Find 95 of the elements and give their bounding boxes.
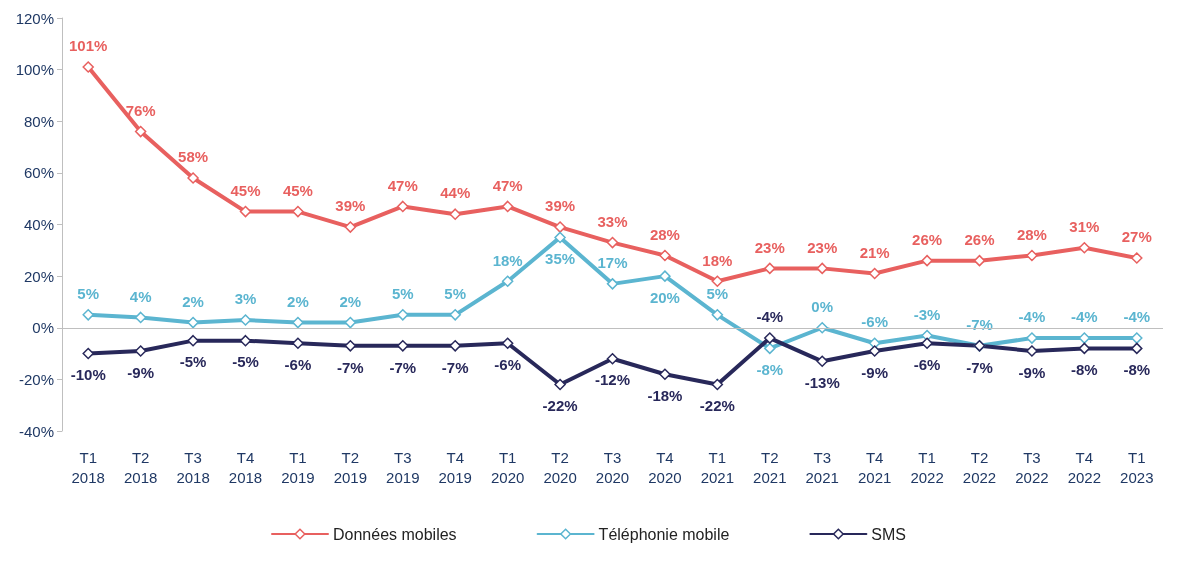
y-tick-label: 80% xyxy=(23,112,54,130)
legend-label: SMS xyxy=(871,525,907,543)
x-tick-label: T1 2023 xyxy=(1120,448,1154,486)
x-tick-label: T4 2020 xyxy=(648,448,682,486)
data-label: -12% xyxy=(594,371,631,389)
data-label: 23% xyxy=(754,238,785,256)
data-label: 4% xyxy=(129,287,152,305)
data-label: -18% xyxy=(647,386,683,404)
data-label: 5% xyxy=(391,285,414,303)
y-tick-label: 20% xyxy=(23,267,54,285)
x-tick-label: T4 2021 xyxy=(857,448,892,486)
data-label: 76% xyxy=(125,101,156,119)
data-label: -7% xyxy=(389,358,417,376)
data-label: 2% xyxy=(339,292,362,310)
data-label: -9% xyxy=(861,363,888,381)
data-label: -8% xyxy=(1123,361,1151,379)
data-label: 35% xyxy=(545,250,576,268)
data-label: 26% xyxy=(912,230,943,248)
y-tick-label: 120% xyxy=(15,9,54,27)
x-tick-label: T1 2022 xyxy=(910,448,944,486)
data-label: -9% xyxy=(127,363,154,381)
data-label: 27% xyxy=(1121,228,1152,246)
x-tick-label: T1 2018 xyxy=(71,448,105,486)
data-label: -4% xyxy=(1123,308,1151,326)
x-tick-label: T2 2018 xyxy=(123,448,158,486)
data-label: 58% xyxy=(178,148,209,166)
data-label: 45% xyxy=(282,181,313,199)
x-tick-label: T3 2019 xyxy=(386,448,420,486)
x-tick-label: T1 2021 xyxy=(700,448,735,486)
x-tick-label: T4 2019 xyxy=(438,448,472,486)
data-label: -4% xyxy=(1071,308,1098,326)
data-label: 18% xyxy=(702,251,733,269)
x-tick-label: T2 2021 xyxy=(753,448,787,486)
y-tick-label: 0% xyxy=(32,319,54,337)
data-label: -5% xyxy=(179,353,207,371)
data-label: -10% xyxy=(70,366,106,384)
data-label: -22% xyxy=(699,397,735,415)
data-label: 3% xyxy=(234,290,257,308)
data-label: 5% xyxy=(444,285,467,303)
data-label: -6% xyxy=(284,355,312,373)
data-label: -4% xyxy=(1018,308,1046,326)
y-tick-label: -40% xyxy=(18,422,54,440)
data-label: -7% xyxy=(337,358,364,376)
data-label: -7% xyxy=(441,358,469,376)
data-label: 0% xyxy=(811,298,834,315)
data-label: 5% xyxy=(77,285,100,303)
data-label: 28% xyxy=(1016,225,1047,243)
data-label: -5% xyxy=(232,353,259,371)
y-tick-label: 40% xyxy=(23,216,54,233)
data-label: 101% xyxy=(69,37,108,55)
x-tick-label: T4 2022 xyxy=(1067,448,1102,486)
data-label: -6% xyxy=(861,313,888,331)
y-tick-label: 100% xyxy=(15,61,54,79)
x-tick-label: T1 2020 xyxy=(490,448,525,486)
data-label: 47% xyxy=(492,176,523,194)
data-label: -22% xyxy=(542,397,578,415)
data-label: 20% xyxy=(649,288,680,306)
data-label: 2% xyxy=(287,292,309,310)
data-label: 17% xyxy=(597,254,628,272)
data-label: 45% xyxy=(230,181,261,199)
data-label: 23% xyxy=(807,238,838,256)
data-label: -13% xyxy=(804,374,840,392)
data-label: 33% xyxy=(597,212,628,230)
data-label: 44% xyxy=(440,184,471,202)
y-tick-label: 60% xyxy=(23,164,54,182)
data-label: -3% xyxy=(913,305,941,323)
data-label: 31% xyxy=(1069,217,1100,235)
legend-label: Téléphonie mobile xyxy=(598,525,730,543)
data-label: 2% xyxy=(182,292,204,310)
data-label: 5% xyxy=(706,285,729,303)
x-tick-label: T2 2019 xyxy=(333,448,368,486)
x-tick-label: T3 2021 xyxy=(805,448,839,486)
data-label: 39% xyxy=(335,197,366,215)
x-tick-label: T3 2018 xyxy=(176,448,210,486)
x-tick-label: T3 2022 xyxy=(1015,448,1049,486)
x-tick-label: T1 2019 xyxy=(281,448,315,486)
data-label: 47% xyxy=(387,176,418,194)
data-label: -7% xyxy=(966,358,993,376)
data-label: 18% xyxy=(492,251,523,269)
legend-label: Données mobiles xyxy=(332,525,457,543)
x-tick-label: T4 2018 xyxy=(228,448,263,486)
data-label: -8% xyxy=(1071,361,1098,379)
x-tick-label: T2 2020 xyxy=(543,448,577,486)
x-tick-label: T3 2020 xyxy=(595,448,630,486)
data-label: -4% xyxy=(756,308,784,326)
data-label: -6% xyxy=(494,355,521,373)
data-label: -8% xyxy=(756,361,784,379)
data-label: -9% xyxy=(1018,363,1046,381)
x-tick-label: T2 2022 xyxy=(962,448,997,486)
data-label: 28% xyxy=(649,225,680,243)
data-label: 21% xyxy=(859,243,890,261)
data-label: -6% xyxy=(913,355,941,373)
data-label: 39% xyxy=(545,197,576,215)
data-label: 26% xyxy=(964,230,995,248)
y-tick-label: -20% xyxy=(18,370,54,388)
